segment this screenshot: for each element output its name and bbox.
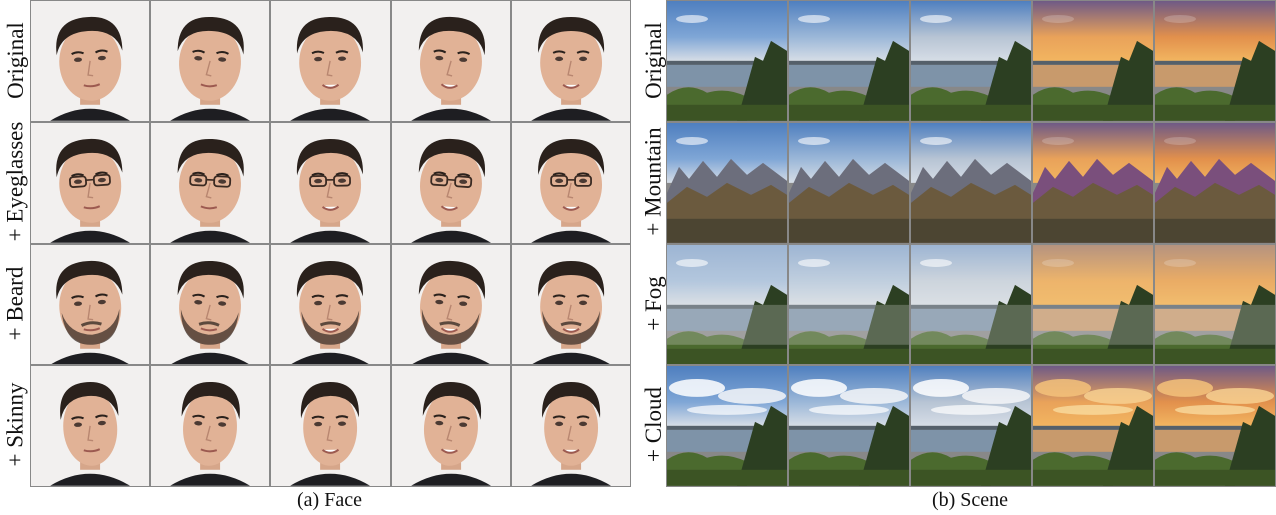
scene-image-fog-4	[1033, 244, 1153, 365]
scene-row-label-text: + Fog	[640, 275, 666, 331]
face-row-label-text: Original	[2, 22, 28, 99]
face-caption: (a) Face	[297, 489, 362, 511]
face-image-grid	[30, 0, 631, 487]
scene-image-original-4	[1033, 1, 1153, 121]
face-image-skinny-3	[271, 366, 390, 486]
scene-image-fog-3	[911, 244, 1031, 365]
scene-image-cloud-2	[789, 366, 909, 486]
face-row-label-text: + Skinny	[2, 382, 28, 467]
scene-image-mountain-2	[789, 122, 909, 243]
scene-row-label-text: Original	[640, 22, 666, 99]
scene-image-mountain-3	[911, 122, 1031, 243]
scene-image-mountain-4	[1033, 122, 1153, 243]
face-row-label-eyeglasses: + Eyeglasses	[0, 121, 30, 242]
scene-row-label-text: + Cloud	[640, 386, 666, 462]
face-image-original-5	[511, 1, 630, 121]
scene-image-mountain-1	[667, 122, 787, 243]
face-image-original-3	[271, 1, 390, 121]
face-image-skinny-5	[511, 366, 630, 486]
face-image-beard-3	[271, 244, 390, 365]
face-image-original-2	[151, 1, 270, 121]
face-image-skinny-1	[31, 366, 150, 486]
face-image-beard-2	[151, 244, 270, 365]
face-image-skinny-4	[391, 366, 510, 486]
face-image-beard-5	[511, 244, 630, 365]
scene-row-label-text: + Mountain	[640, 127, 666, 236]
scene-image-cloud-1	[667, 366, 787, 486]
scene-image-original-5	[1155, 1, 1275, 121]
face-image-original-4	[391, 1, 510, 121]
scene-image-original-3	[911, 1, 1031, 121]
face-image-beard-4	[391, 244, 510, 365]
scene-image-mountain-5	[1155, 122, 1275, 243]
face-row-label-text: + Eyeglasses	[2, 122, 28, 242]
scene-image-fog-5	[1155, 244, 1275, 365]
scene-row-label-mountain: + Mountain	[638, 121, 668, 242]
face-image-skinny-2	[151, 366, 270, 486]
face-image-eyeglasses-4	[391, 122, 510, 243]
face-image-beard-1	[31, 244, 150, 365]
scene-image-cloud-5	[1155, 366, 1275, 486]
scene-image-fog-2	[789, 244, 909, 365]
scene-row-label-cloud: + Cloud	[638, 364, 668, 485]
face-image-original-1	[31, 1, 150, 121]
face-image-eyeglasses-3	[271, 122, 390, 243]
face-row-label-beard: + Beard	[0, 243, 30, 364]
scene-image-cloud-4	[1033, 366, 1153, 486]
face-row-label-skinny: + Skinny	[0, 364, 30, 485]
face-image-eyeglasses-1	[31, 122, 150, 243]
face-image-eyeglasses-2	[151, 122, 270, 243]
face-row-label-original: Original	[0, 0, 30, 121]
scene-row-label-fog: + Fog	[638, 243, 668, 364]
scene-row-label-original: Original	[638, 0, 668, 121]
scene-caption: (b) Scene	[931, 489, 1009, 511]
scene-image-grid	[666, 0, 1276, 487]
face-row-label-text: + Beard	[2, 266, 28, 340]
scene-image-cloud-3	[911, 366, 1031, 486]
scene-image-fog-1	[667, 244, 787, 365]
scene-image-original-1	[667, 1, 787, 121]
face-image-eyeglasses-5	[511, 122, 630, 243]
scene-image-original-2	[789, 1, 909, 121]
